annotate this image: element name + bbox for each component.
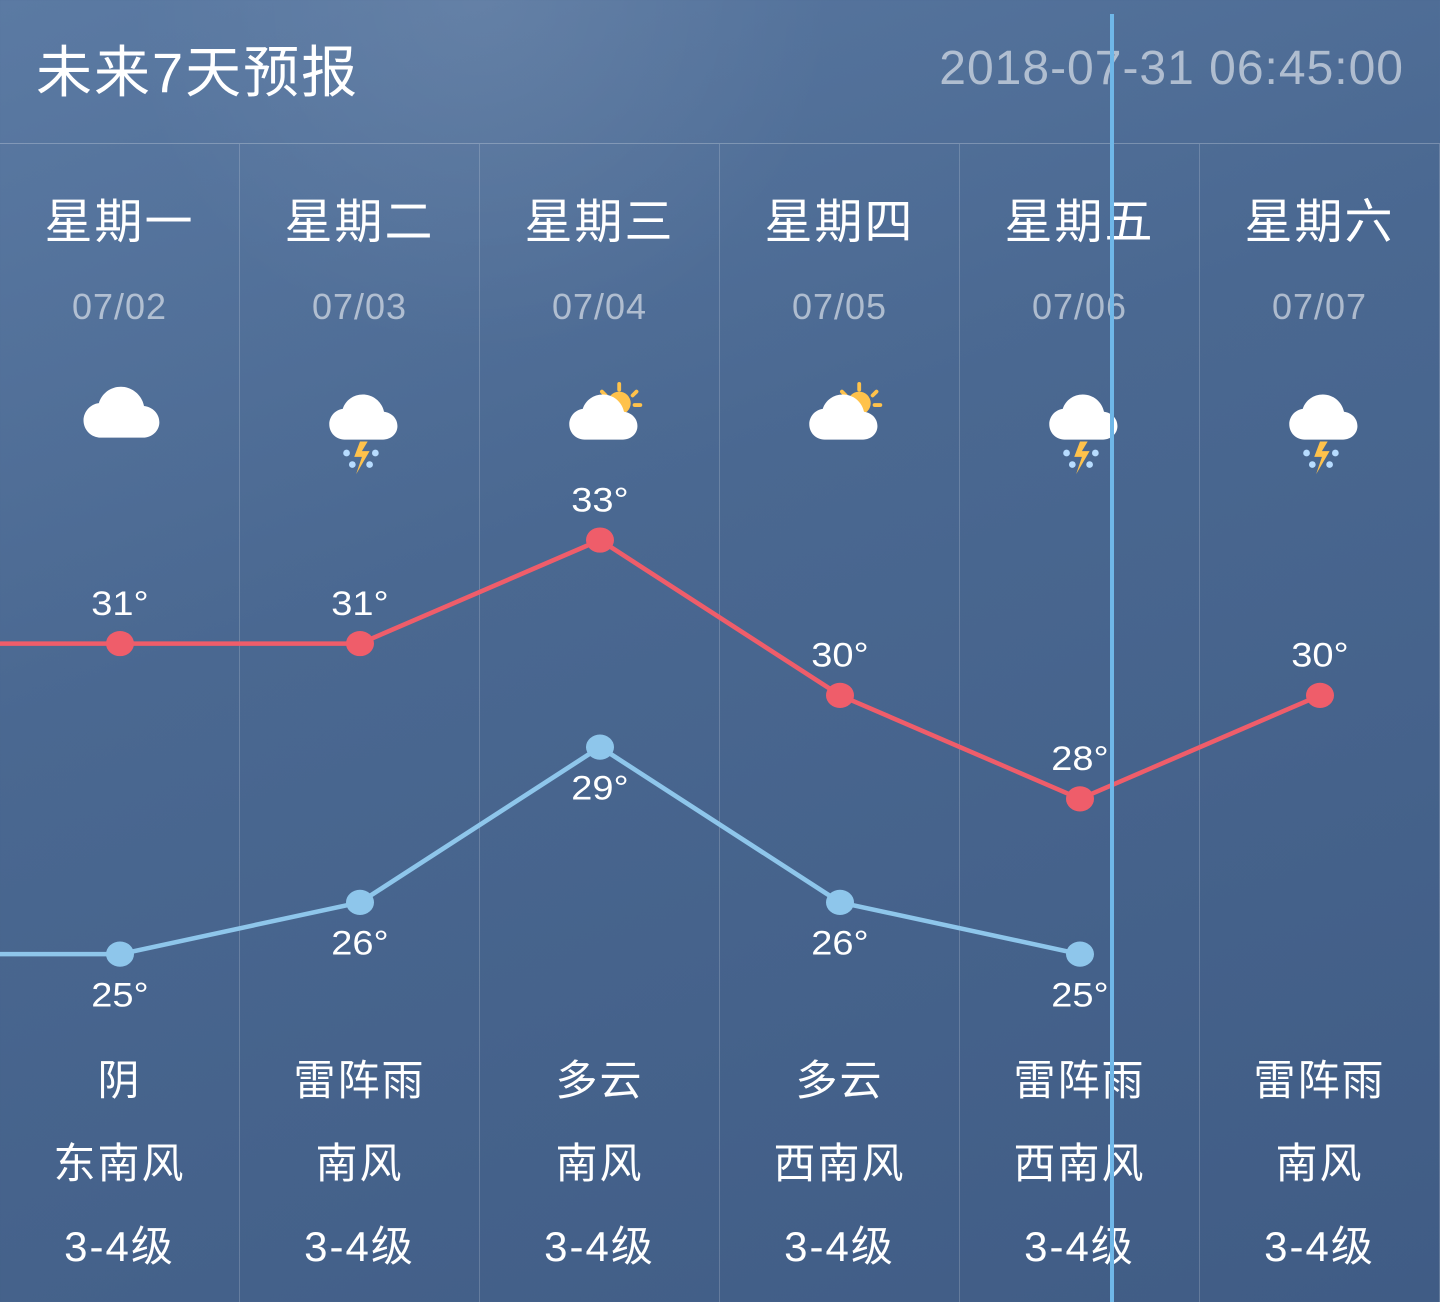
forecast-day[interactable]: 星期二 07/03 雷阵雨南风 3-4级 bbox=[240, 144, 480, 1302]
forecast-day[interactable]: 星期三 07/04 多云南风 3-4级 bbox=[480, 144, 720, 1302]
wind-level-label: 3-4级 bbox=[720, 1213, 959, 1274]
wind-direction-label: 南风 bbox=[240, 1130, 479, 1191]
page-title: 未来7天预报 bbox=[36, 28, 359, 109]
wind-direction-label: 东南风 bbox=[0, 1130, 239, 1191]
thunderstorm-icon bbox=[1272, 380, 1368, 480]
update-timestamp: 2018-07-31 06:45:00 bbox=[939, 41, 1404, 96]
date-label: 07/07 bbox=[1272, 286, 1367, 328]
date-label: 07/05 bbox=[792, 286, 887, 328]
weekday-label: 星期一 bbox=[44, 182, 194, 252]
condition-label: 阴 bbox=[0, 1047, 239, 1108]
condition-label: 多云 bbox=[720, 1047, 959, 1108]
forecast-day[interactable]: 星期五 07/06 雷阵雨西南风 3-4级 bbox=[960, 144, 1200, 1302]
weekday-label: 星期五 bbox=[1004, 182, 1154, 252]
condition-label: 雷阵雨 bbox=[960, 1047, 1199, 1108]
day-summary: 雷阵雨西南风 3-4级 bbox=[960, 1047, 1199, 1274]
condition-label: 雷阵雨 bbox=[1200, 1047, 1439, 1108]
day-summary: 雷阵雨南风 3-4级 bbox=[240, 1047, 479, 1274]
weekday-label: 星期二 bbox=[284, 182, 434, 252]
wind-level-label: 3-4级 bbox=[240, 1213, 479, 1274]
day-summary: 雷阵雨南风 3-4级 bbox=[1200, 1047, 1439, 1274]
weekday-label: 星期六 bbox=[1244, 182, 1394, 252]
forecast-day[interactable]: 星期四 07/05 多云西南风 3-4级 bbox=[720, 144, 960, 1302]
wind-direction-label: 西南风 bbox=[960, 1130, 1199, 1191]
thunderstorm-icon bbox=[1032, 380, 1128, 480]
wind-level-label: 3-4级 bbox=[960, 1213, 1199, 1274]
condition-label: 多云 bbox=[480, 1047, 719, 1108]
wind-direction-label: 西南风 bbox=[720, 1130, 959, 1191]
partly-sunny-icon bbox=[552, 380, 648, 480]
weekday-label: 星期三 bbox=[524, 182, 674, 252]
wind-direction-label: 南风 bbox=[1200, 1130, 1439, 1191]
header: 未来7天预报 2018-07-31 06:45:00 bbox=[0, 0, 1440, 144]
wind-level-label: 3-4级 bbox=[0, 1213, 239, 1274]
partly-sunny-icon bbox=[792, 380, 888, 480]
forecast-columns: 星期一07/02阴东南风3-4级星期二07/03雷阵雨南风3-4级星期三07/0… bbox=[0, 144, 1440, 1302]
date-label: 07/02 bbox=[72, 286, 167, 328]
forecast-day[interactable]: 星期六 07/07 雷阵雨南风 3-4级 bbox=[1200, 144, 1440, 1302]
day-summary: 多云西南风 3-4级 bbox=[720, 1047, 959, 1274]
day-summary: 阴东南风 3-4级 bbox=[0, 1047, 239, 1274]
date-label: 07/03 bbox=[312, 286, 407, 328]
weekday-label: 星期四 bbox=[764, 182, 914, 252]
date-label: 07/06 bbox=[1032, 286, 1127, 328]
forecast-day[interactable]: 星期一 07/02 阴东南风 3-4级 bbox=[0, 144, 240, 1302]
date-label: 07/04 bbox=[552, 286, 647, 328]
day-summary: 多云南风 3-4级 bbox=[480, 1047, 719, 1274]
thunderstorm-icon bbox=[312, 380, 408, 480]
overcast-icon bbox=[72, 380, 168, 480]
wind-level-label: 3-4级 bbox=[1200, 1213, 1439, 1274]
wind-direction-label: 南风 bbox=[480, 1130, 719, 1191]
wind-level-label: 3-4级 bbox=[480, 1213, 719, 1274]
condition-label: 雷阵雨 bbox=[240, 1047, 479, 1108]
